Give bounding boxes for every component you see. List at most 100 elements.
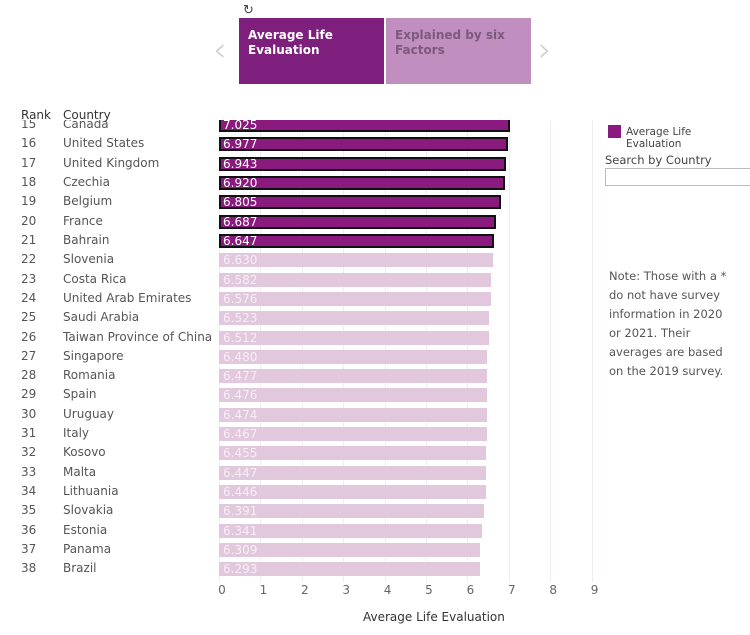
x-tick-label: 7 — [507, 583, 516, 597]
bar[interactable] — [219, 137, 508, 152]
bar[interactable] — [219, 523, 482, 538]
bar-value-label: 6.455 — [223, 446, 258, 461]
bar[interactable] — [219, 504, 484, 519]
bar-value-label: 6.805 — [223, 195, 258, 210]
rank-label: 31 — [21, 426, 37, 441]
bar-value-label: 6.582 — [223, 272, 258, 287]
bar-value-label: 6.446 — [223, 485, 258, 500]
country-label: Taiwan Province of China — [63, 329, 213, 344]
bar[interactable] — [219, 214, 496, 229]
gridline — [508, 120, 510, 582]
bar-value-label: 6.391 — [223, 504, 258, 519]
bar[interactable] — [219, 388, 488, 403]
x-tick-label: 1 — [259, 583, 268, 597]
bar[interactable] — [219, 485, 486, 500]
rank-label: 34 — [21, 484, 37, 499]
rank-label: 30 — [21, 406, 37, 421]
rank-label: 33 — [21, 464, 37, 479]
rank-label: 16 — [21, 136, 37, 151]
country-label: Bahrain — [63, 232, 110, 247]
country-label: Lithuania — [63, 484, 119, 499]
rank-header: Rank — [21, 108, 51, 122]
reset-icon[interactable]: ↻ — [243, 3, 254, 18]
rank-label: 38 — [21, 561, 37, 576]
bar[interactable] — [219, 311, 490, 326]
bar-value-label: 6.687 — [223, 214, 258, 229]
bar[interactable] — [219, 465, 486, 480]
note-text: Note: Those with a * do not have survey … — [609, 269, 727, 378]
rank-label: 25 — [21, 310, 37, 325]
x-tick-label: 0 — [218, 583, 226, 597]
tab-explained-by-six-factors[interactable]: Explained by six Factors — [386, 18, 531, 84]
bar[interactable] — [219, 233, 495, 248]
country-header: Country — [63, 108, 111, 122]
country-label: Slovenia — [63, 252, 115, 267]
bar-value-label: 6.341 — [223, 523, 258, 538]
country-label: Costa Rica — [63, 271, 127, 286]
country-label: Malta — [63, 464, 97, 479]
rank-label: 23 — [21, 271, 37, 286]
rank-label: 24 — [21, 290, 37, 305]
country-label: Saudi Arabia — [63, 310, 140, 325]
country-label: Czechia — [63, 174, 110, 189]
rank-label: 20 — [21, 213, 37, 228]
bar[interactable] — [219, 330, 489, 345]
bar[interactable] — [219, 369, 488, 384]
bar-value-label: 6.647 — [223, 233, 258, 248]
country-label: United Arab Emirates — [63, 290, 192, 305]
legend-label: Average Life Evaluation — [626, 126, 692, 150]
bar-value-label: 6.467 — [223, 427, 258, 442]
country-label: Brazil — [63, 561, 97, 576]
bar[interactable] — [219, 272, 492, 287]
country-label: Canada — [63, 120, 109, 131]
bar[interactable] — [219, 446, 487, 461]
country-label: Uruguay — [63, 406, 114, 421]
bar[interactable] — [219, 543, 481, 558]
country-label: United States — [63, 136, 145, 151]
bar[interactable] — [219, 427, 487, 442]
bar-value-label: 6.447 — [223, 465, 258, 480]
x-tick-label: 4 — [383, 583, 392, 597]
x-tick-label: 9 — [590, 583, 599, 597]
bar-value-label: 6.630 — [223, 253, 258, 268]
rank-label: 37 — [21, 542, 37, 557]
bar[interactable] — [219, 349, 488, 364]
bar-value-label: 6.576 — [223, 291, 258, 306]
bar[interactable] — [219, 407, 488, 422]
bar[interactable] — [219, 562, 480, 577]
bar[interactable] — [219, 175, 506, 190]
chevron-right-icon[interactable]: › — [538, 30, 552, 70]
rank-label: 29 — [21, 387, 37, 402]
legend-swatch — [608, 125, 621, 138]
gridline — [550, 120, 552, 582]
bar-value-label: 6.476 — [223, 388, 258, 403]
bar[interactable] — [219, 120, 510, 132]
country-label: Spain — [63, 387, 97, 402]
bar-value-label: 6.474 — [223, 407, 258, 422]
rank-label: 35 — [21, 503, 37, 518]
rank-label: 26 — [21, 329, 37, 344]
country-label: Panama — [63, 542, 112, 557]
search-country-input[interactable] — [605, 168, 750, 186]
bar-value-label: 7.025 — [223, 120, 258, 132]
tab-average-life-evaluation[interactable]: Average Life Evaluation — [239, 18, 384, 84]
x-tick-label: 2 — [300, 583, 309, 597]
bar-value-label: 6.977 — [223, 137, 258, 152]
chevron-left-icon[interactable]: ‹ — [213, 30, 227, 70]
x-tick-label: 8 — [549, 583, 557, 597]
country-label: Romania — [63, 368, 116, 383]
rank-label: 22 — [21, 252, 37, 267]
bar[interactable] — [219, 156, 507, 171]
bar-value-label: 6.293 — [223, 562, 258, 577]
rank-label: 17 — [21, 155, 37, 170]
bar[interactable] — [219, 253, 494, 268]
bar-value-label: 6.480 — [223, 349, 258, 364]
bar-value-label: 6.943 — [223, 156, 258, 171]
bar[interactable] — [219, 195, 501, 210]
rank-label: 32 — [21, 445, 37, 460]
country-label: Italy — [63, 426, 90, 441]
x-axis-label: Average Life Evaluation — [363, 610, 505, 624]
bar[interactable] — [219, 291, 492, 306]
country-label: Kosovo — [63, 445, 106, 460]
country-label: France — [63, 213, 103, 228]
